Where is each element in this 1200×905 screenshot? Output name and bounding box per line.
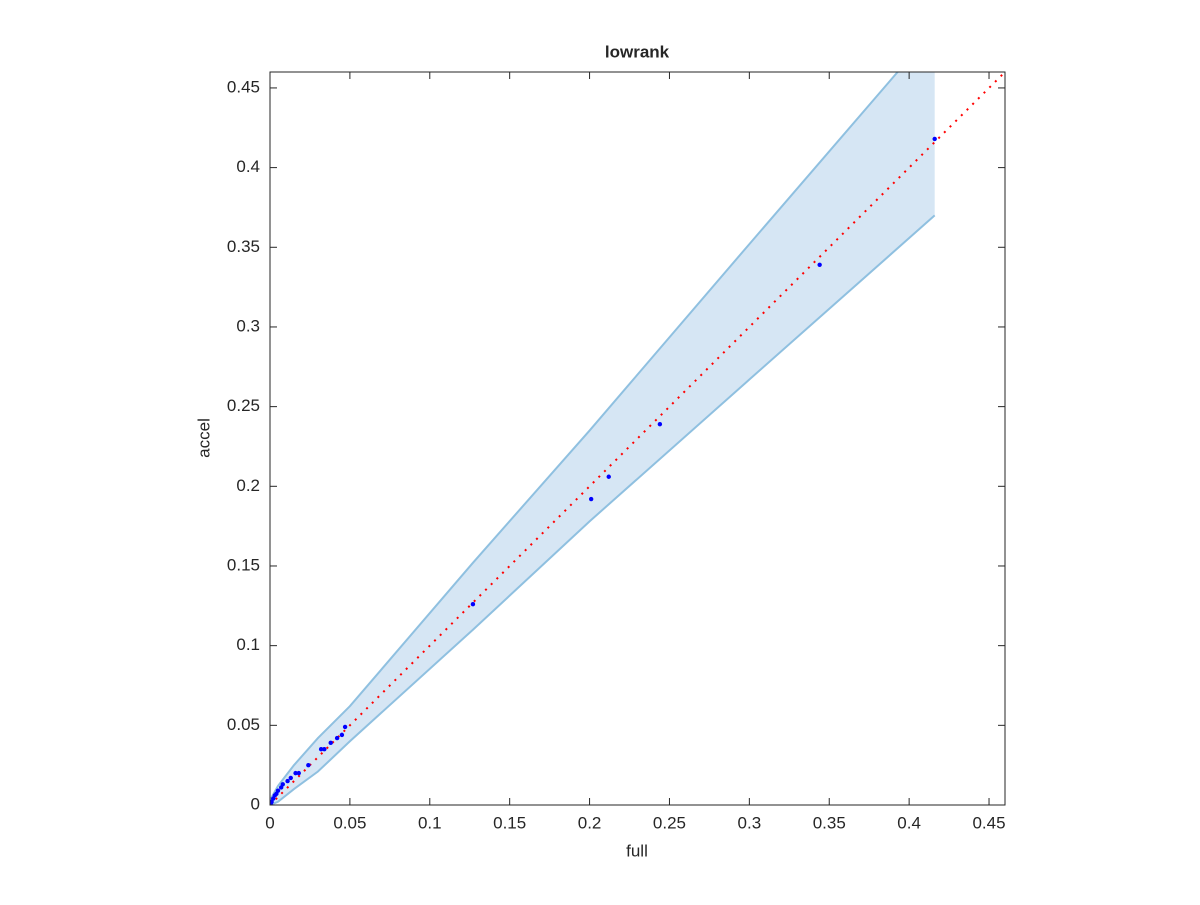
point <box>328 740 333 746</box>
point <box>296 770 301 776</box>
x-tick-label: 0.05 <box>333 813 366 832</box>
y-tick-label: 0.3 <box>236 316 260 335</box>
point <box>342 724 348 730</box>
x-tick-label: 0.35 <box>813 813 846 832</box>
y-tick-label: 0.25 <box>227 396 260 415</box>
point <box>932 136 937 142</box>
y-tick-label: 0 <box>251 794 260 813</box>
x-tick-label: 0.25 <box>653 813 686 832</box>
chart-title: lowrank <box>605 42 670 61</box>
confidence-band <box>270 72 935 805</box>
point <box>339 732 345 738</box>
x-tick-label: 0.2 <box>578 813 602 832</box>
y-axis-label: accel <box>194 418 213 458</box>
y-tick-label: 0.15 <box>227 555 260 574</box>
point <box>817 262 822 268</box>
plot-area <box>270 72 1005 805</box>
band-upper-edge <box>270 72 899 801</box>
y-tick-label: 0.05 <box>227 715 260 734</box>
reference-line <box>270 72 1005 805</box>
point <box>588 496 594 502</box>
y-tick-label: 0.2 <box>236 476 260 495</box>
y-tick-label: 0.45 <box>227 77 260 96</box>
point <box>657 421 663 427</box>
point <box>293 770 298 776</box>
x-tick-label: 0.45 <box>972 813 1005 832</box>
point <box>285 778 290 784</box>
point <box>322 747 327 752</box>
x-tick-label: 0.3 <box>738 813 762 832</box>
y-tick-label: 0.4 <box>236 157 260 176</box>
x-tick-label: 0.1 <box>418 813 442 832</box>
point <box>270 801 273 805</box>
point <box>306 762 311 768</box>
point <box>278 785 284 790</box>
point <box>470 602 476 607</box>
point <box>334 735 340 741</box>
point <box>318 747 324 752</box>
y-tick-label: 0.1 <box>236 635 260 654</box>
point <box>288 775 293 781</box>
y-tick-label: 0.35 <box>227 237 260 256</box>
x-tick-label: 0 <box>265 813 274 832</box>
band-lower-edge <box>270 214 936 805</box>
x-axis-label: full <box>626 841 648 860</box>
axes-box <box>269 71 1006 806</box>
point <box>606 474 611 479</box>
x-tick-label: 0.15 <box>493 813 526 832</box>
x-tick-label: 0.4 <box>897 813 921 832</box>
